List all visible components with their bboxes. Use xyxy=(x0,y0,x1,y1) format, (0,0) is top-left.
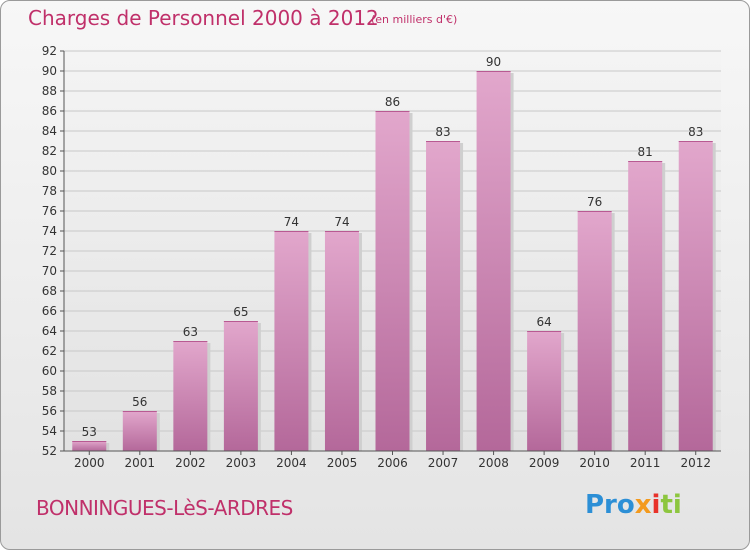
value-label-2001: 56 xyxy=(132,395,147,409)
y-tick-label: 60 xyxy=(42,364,57,378)
chart-title: Charges de Personnel 2000 à 2012 xyxy=(28,6,379,30)
x-tick-label-2003: 2003 xyxy=(226,456,257,470)
y-tick-label: 74 xyxy=(42,224,57,238)
x-tick-label-2008: 2008 xyxy=(478,456,509,470)
y-tick-label: 54 xyxy=(42,424,57,438)
bar-2005 xyxy=(324,231,359,451)
bar-2011 xyxy=(628,161,663,451)
value-label-2012: 83 xyxy=(688,125,703,139)
axes: 52 54 56 58 60 62 64 66 68 70 72 74 76 78 80 82 84 86 88 90… xyxy=(42,44,721,470)
y-tick-label: 86 xyxy=(42,104,57,118)
y-tick-label: 78 xyxy=(42,184,57,198)
y-tick-label: 52 xyxy=(42,444,57,458)
value-label-2011: 81 xyxy=(638,145,653,159)
x-tick-label-2006: 2006 xyxy=(377,456,408,470)
bar-2004 xyxy=(274,231,309,451)
x-tick-label-2001: 2001 xyxy=(125,456,156,470)
value-label-2006: 86 xyxy=(385,95,400,109)
y-tick-label: 66 xyxy=(42,304,57,318)
labels: 53 56 63 65 74 74 86 83 90 64 76 81 83 xyxy=(82,55,704,439)
x-tick-label-2011: 2011 xyxy=(630,456,661,470)
bars xyxy=(72,71,716,451)
bar-2002 xyxy=(173,341,208,451)
bar-2010 xyxy=(577,211,612,451)
value-label-2000: 53 xyxy=(82,425,97,439)
y-tick-label: 72 xyxy=(42,244,57,258)
y-tick-label: 58 xyxy=(42,384,57,398)
chart-unit: (en milliers d'€) xyxy=(371,13,458,26)
value-label-2005: 74 xyxy=(334,215,349,229)
x-tick-label-2007: 2007 xyxy=(428,456,459,470)
y-tick-label: 68 xyxy=(42,284,57,298)
bar-2001 xyxy=(122,411,157,451)
y-tick-label: 92 xyxy=(42,44,57,58)
y-tick-label: 62 xyxy=(42,344,57,358)
y-tick-label: 76 xyxy=(42,204,57,218)
value-label-2007: 83 xyxy=(435,125,450,139)
x-tick-label-2009: 2009 xyxy=(529,456,560,470)
y-tick-label: 84 xyxy=(42,124,57,138)
x-tick-label-2010: 2010 xyxy=(579,456,610,470)
value-label-2002: 63 xyxy=(183,325,198,339)
value-label-2003: 65 xyxy=(233,305,248,319)
y-tick-label: 90 xyxy=(42,64,57,78)
value-label-2009: 64 xyxy=(536,315,551,329)
value-label-2010: 76 xyxy=(587,195,602,209)
bar-2012 xyxy=(678,141,713,451)
city-name: BONNINGUES-LèS-ARDRES xyxy=(36,496,293,520)
bar-2009 xyxy=(527,331,562,451)
value-label-2004: 74 xyxy=(284,215,299,229)
bar-2000 xyxy=(72,441,107,451)
bar-2007 xyxy=(426,141,461,451)
x-tick-label-2012: 2012 xyxy=(680,456,711,470)
y-tick-label: 82 xyxy=(42,144,57,158)
bar-2008 xyxy=(476,71,511,451)
y-tick-label: 80 xyxy=(42,164,57,178)
y-tick-label: 70 xyxy=(42,264,57,278)
x-tick-label-2004: 2004 xyxy=(276,456,307,470)
x-tick-label-2000: 2000 xyxy=(74,456,105,470)
y-tick-label: 64 xyxy=(42,324,57,338)
proxiti-logo: Proxiti xyxy=(585,490,682,520)
x-tick-label-2002: 2002 xyxy=(175,456,206,470)
y-tick-label: 88 xyxy=(42,84,57,98)
x-tick-label-2005: 2005 xyxy=(327,456,358,470)
value-label-2008: 90 xyxy=(486,55,501,69)
bar-2006 xyxy=(375,111,410,451)
y-tick-label: 56 xyxy=(42,404,57,418)
bar-2003 xyxy=(223,321,258,451)
